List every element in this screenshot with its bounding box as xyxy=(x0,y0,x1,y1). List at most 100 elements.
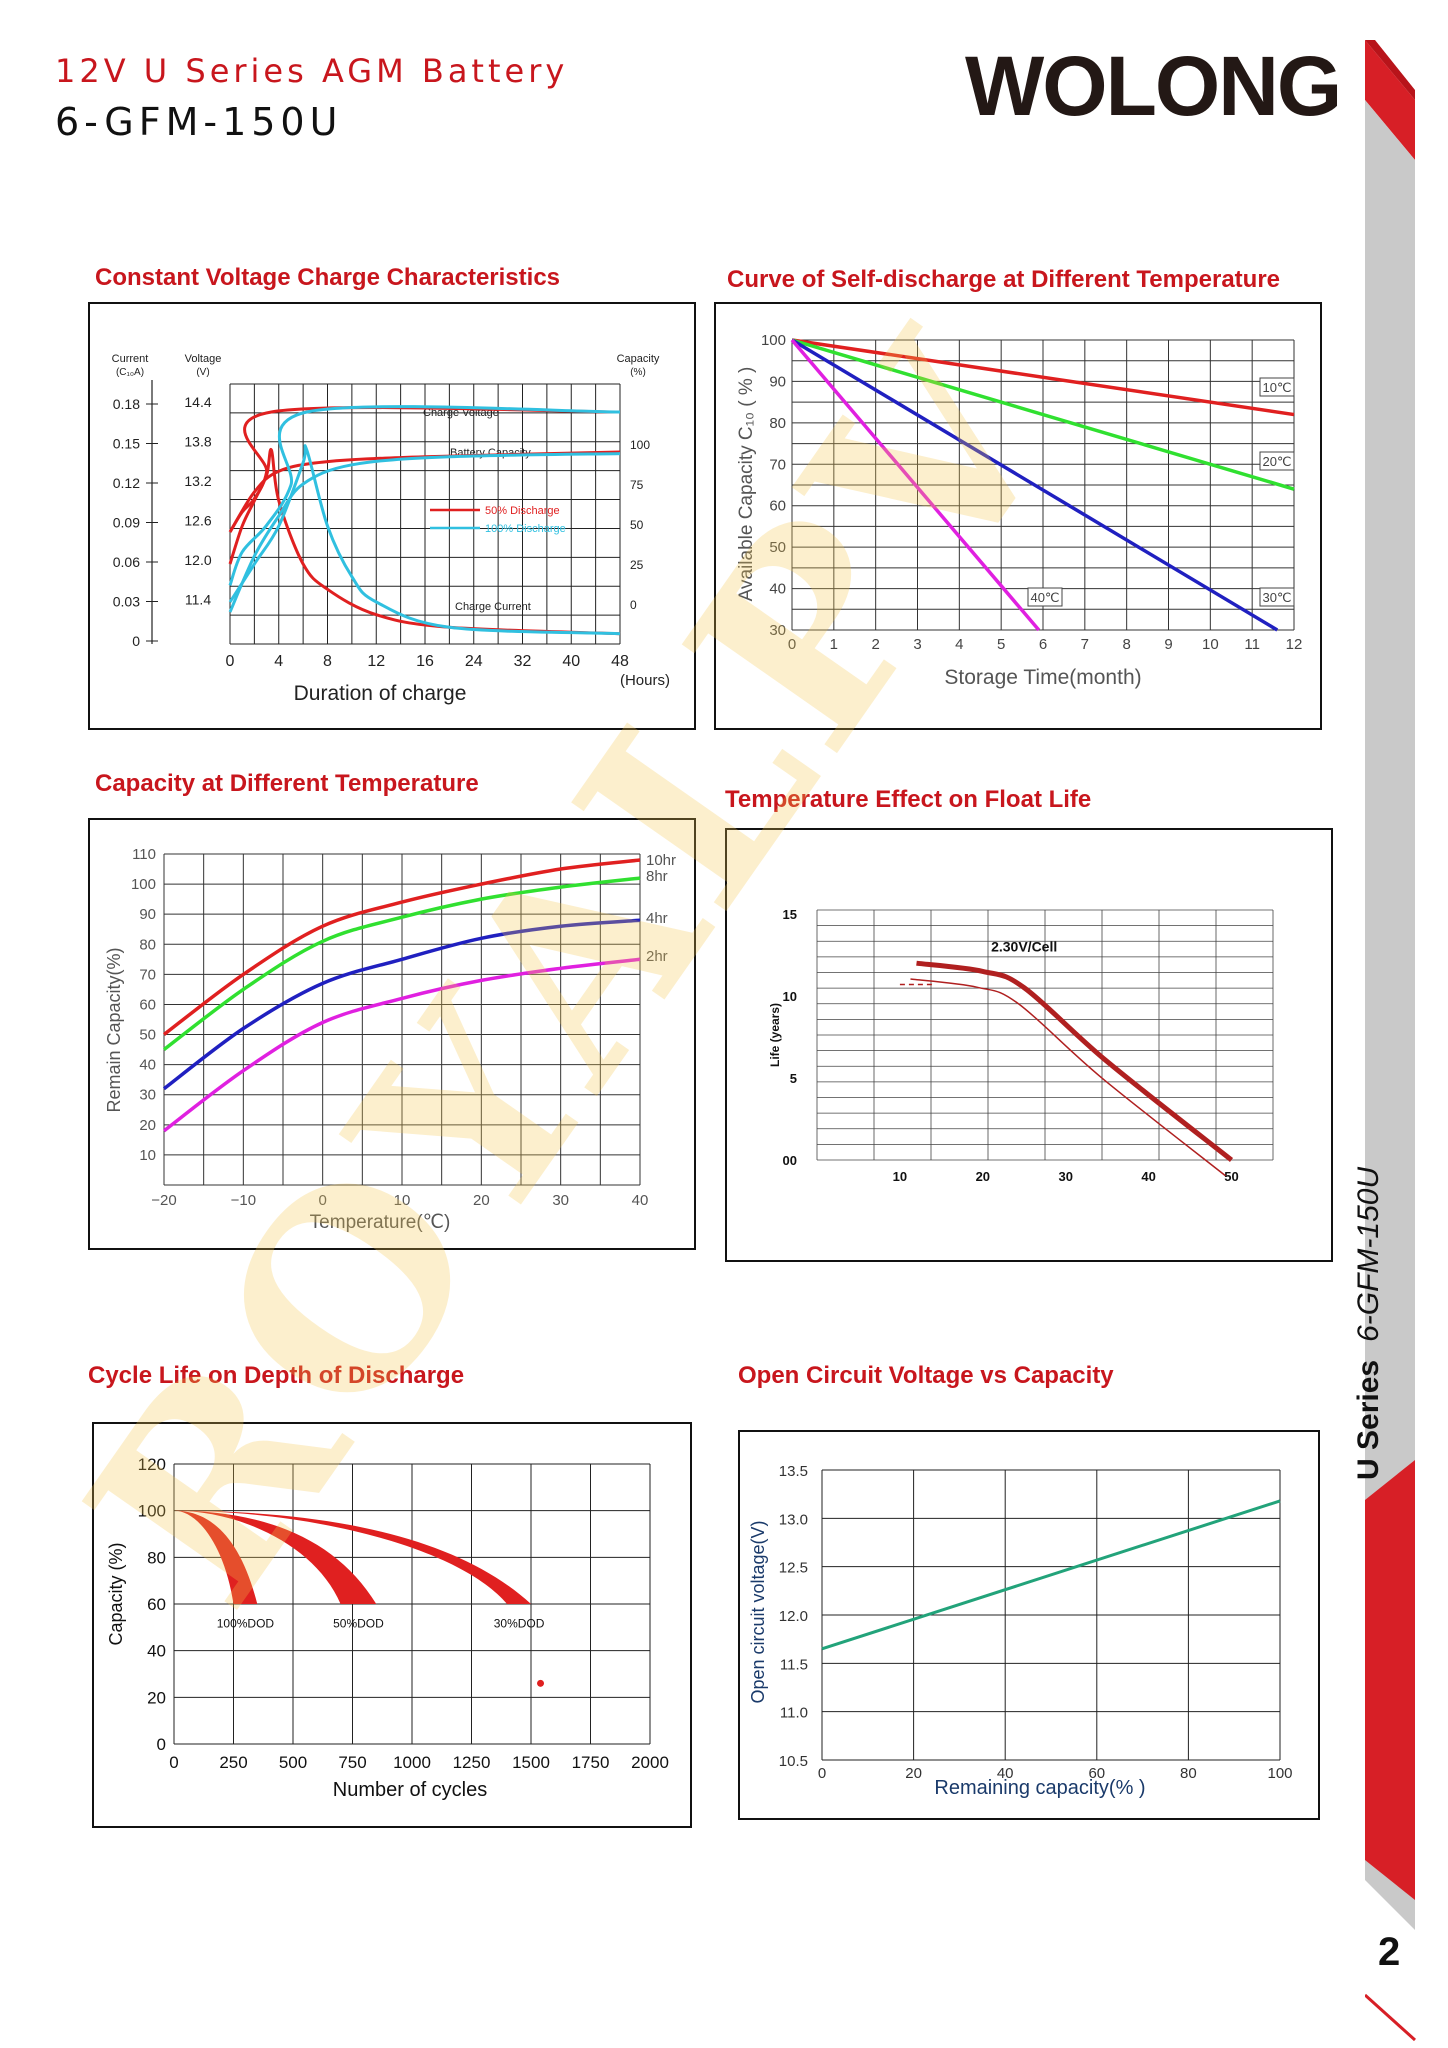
charge-x-tick: 8 xyxy=(323,653,332,670)
cap-series-label: 8hr xyxy=(646,868,668,885)
self-x-tick: 9 xyxy=(1164,636,1172,653)
self-y-tick: 90 xyxy=(769,373,786,390)
cycle-band-label: 100%DOD xyxy=(217,1616,275,1630)
self-series-label: 20℃ xyxy=(1262,454,1291,469)
cycle-y-tick: 60 xyxy=(147,1595,166,1614)
chart-ocv: 13.5 13.0 12.5 12.0 11.5 11.0 10.5 0 20 40 60 80 100… xyxy=(738,1430,1320,1820)
self-x-tick: 8 xyxy=(1122,636,1130,653)
cap-y-tick: 40 xyxy=(139,1057,156,1074)
cap-x-tick: 10 xyxy=(394,1192,411,1209)
cap-y-tick: 10 xyxy=(139,1147,156,1164)
self-label-box xyxy=(1259,451,1295,471)
cycle-band-1 xyxy=(174,1510,377,1604)
self-x-tick: 12 xyxy=(1286,636,1303,653)
self-x-tick: 1 xyxy=(830,636,838,653)
self-x-tick: 2 xyxy=(871,636,879,653)
self-y-tick: 100 xyxy=(761,332,786,349)
self-line-0 xyxy=(791,338,1295,417)
sidebar-label: U Series 6-GFM-150U xyxy=(1352,1167,1386,1480)
charge-x-tick: 40 xyxy=(562,653,580,670)
charge-axis1-title: Current xyxy=(112,353,149,365)
charge-capacity-tick: 25 xyxy=(630,558,644,572)
ocv-x-tick: 60 xyxy=(1088,1765,1105,1782)
charge-capacity-tick: 0 xyxy=(630,598,637,612)
sidebar-decoration xyxy=(1365,40,1417,2042)
cap-y-tick: 90 xyxy=(139,906,156,923)
charge-axis3-title: Capacity xyxy=(617,353,660,365)
charge-capacity-tick: 100 xyxy=(630,438,650,452)
page-number: 2 xyxy=(1378,1930,1401,1974)
cap-line-2 xyxy=(162,918,641,1091)
float-x-tick: 20 xyxy=(976,1169,990,1184)
sidebar-model: 6-GFM-150U xyxy=(1352,1166,1385,1342)
charge-x-tick: 12 xyxy=(367,653,385,670)
self-y-tick: 40 xyxy=(769,581,786,598)
cap-y-tick: 20 xyxy=(139,1117,156,1134)
cycle-y-tick: 120 xyxy=(138,1455,166,1474)
cap-x-tick: 20 xyxy=(473,1192,490,1209)
float-x-tick: 10 xyxy=(893,1169,907,1184)
title-capacity-temp: Capacity at Different Temperature xyxy=(95,770,479,797)
chart-float-life: 15 10 5 00 10 20 30 40 50 Life (years) 2.30V/Cell xyxy=(725,828,1333,1262)
cycle-x-tick: 1500 xyxy=(512,1753,550,1772)
cycle-x-tick: 250 xyxy=(219,1753,247,1772)
float-line-main xyxy=(916,960,1234,1162)
charge-current-tick: 0 xyxy=(132,633,140,649)
ocv-y-tick: 11.5 xyxy=(780,1656,808,1673)
cap-y-tick: 30 xyxy=(139,1087,156,1104)
charge-current-tick: 0.06 xyxy=(113,554,140,570)
cap-x-tick: −20 xyxy=(151,1192,176,1209)
ocv-y-tick: 13.0 xyxy=(779,1511,808,1528)
cycle-x-tick: 1750 xyxy=(572,1753,610,1772)
cap-y-tick: 110 xyxy=(132,846,156,863)
cycle-band-2 xyxy=(174,1510,531,1604)
ocv-y-tick: 12.5 xyxy=(779,1560,808,1577)
self-y-tick: 60 xyxy=(769,498,786,515)
cycle-y-tick: 20 xyxy=(147,1688,166,1707)
charge-current-tick: 0.09 xyxy=(113,515,140,531)
float-y-label: Life (years) xyxy=(768,1003,782,1067)
ocv-x-tick: 40 xyxy=(997,1765,1014,1782)
charge-current-tick: 0.15 xyxy=(113,436,140,452)
charge-x-tick: 32 xyxy=(514,653,532,670)
sidebar-series: U Series xyxy=(1352,1359,1385,1480)
cap-line-3 xyxy=(162,957,641,1133)
charge-current-tick: 0.03 xyxy=(113,594,140,610)
charge-x-tick: 0 xyxy=(226,653,235,670)
legend-100-label: 100% Discharge xyxy=(485,523,566,535)
cycle-x-tick: 2000 xyxy=(631,1753,669,1772)
cycle-y-label: Capacity (%) xyxy=(106,1542,126,1645)
legend-50-label: 50% Discharge xyxy=(485,505,560,517)
title-cycle-life: Cycle Life on Depth of Discharge xyxy=(88,1362,465,1389)
self-x-tick: 5 xyxy=(997,636,1005,653)
float-line-lower xyxy=(910,978,1226,1177)
charge-voltage-tick: 12.6 xyxy=(184,513,211,529)
cycle-band-0 xyxy=(174,1510,258,1604)
ocv-x-tick: 20 xyxy=(905,1765,922,1782)
charge-current-tick: 0.12 xyxy=(113,475,140,491)
cycle-x-tick: 750 xyxy=(338,1753,366,1772)
cap-x-tick: 0 xyxy=(318,1192,326,1209)
cap-series-label: 2hr xyxy=(646,948,668,965)
self-series-label: 40℃ xyxy=(1030,590,1059,605)
cap-x-label: Temperature(℃) xyxy=(310,1212,451,1233)
self-label-box xyxy=(1259,587,1295,607)
cap-y-tick: 100 xyxy=(131,876,156,893)
float-y-tick: 00 xyxy=(783,1153,797,1168)
charge-capacity-line-1 xyxy=(228,452,621,613)
self-x-tick: 4 xyxy=(955,636,963,653)
charge-voltage-tick: 14.4 xyxy=(184,394,211,410)
cap-y-tick: 60 xyxy=(139,996,156,1013)
self-x-tick: 3 xyxy=(913,636,921,653)
float-y-tick: 5 xyxy=(790,1071,797,1086)
float-y-tick: 15 xyxy=(783,907,797,922)
cap-series-label: 4hr xyxy=(646,910,668,927)
charge-axis1-unit: (C₁₀A) xyxy=(116,367,144,378)
brand-logo: WOLONG xyxy=(965,39,1342,133)
ocv-x-tick: 80 xyxy=(1180,1765,1197,1782)
self-y-tick: 50 xyxy=(769,539,786,556)
cycle-y-tick: 0 xyxy=(157,1735,166,1754)
charge-x-tick: 48 xyxy=(611,653,629,670)
charge-x-tick: 24 xyxy=(465,653,483,670)
title-charge: Constant Voltage Charge Characteristics xyxy=(95,264,561,291)
